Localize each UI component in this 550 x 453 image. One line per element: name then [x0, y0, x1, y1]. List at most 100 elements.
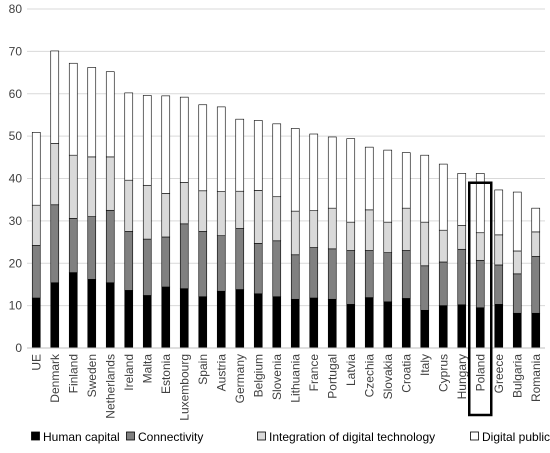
legend: Human capital Connectivity Integration of … — [31, 430, 550, 444]
bar-segment-malta-s1 — [142, 238, 152, 296]
bar-segment-italy-s2 — [420, 221, 430, 267]
bar-segment-hungary-s1 — [457, 248, 467, 306]
bar-segment-finland-s3 — [68, 62, 78, 156]
bar-segment-ireland-s3 — [124, 92, 134, 181]
bar-segment-spain-s1 — [198, 231, 208, 298]
bar-segment-luxembourg-s1 — [179, 223, 189, 289]
bar-segment-greece-s2 — [494, 234, 504, 266]
x-axis-category-labels: UE Denmark Finland Sweden Netherlands Ireland… — [29, 353, 543, 421]
x-category-label: France — [307, 354, 321, 392]
bar-segment-ue-s0 — [31, 297, 41, 349]
bar-segment-slovakia-s0 — [383, 301, 393, 349]
bar-segment-czechia-s1 — [364, 250, 374, 298]
bar-segment-croatia-s2 — [401, 207, 411, 251]
bar-segment-sweden-s2 — [87, 156, 97, 217]
bar-segment-estonia-s0 — [161, 286, 171, 349]
bar-segment-lithuania-s0 — [290, 298, 300, 349]
x-category-label: Netherlands — [103, 354, 117, 419]
x-category-label: Slovenia — [270, 354, 284, 400]
bar-segment-cyprus-s3 — [438, 163, 448, 231]
bar-segment-hungary-s2 — [457, 225, 467, 250]
bar-segment-bulgaria-s0 — [512, 312, 522, 349]
bar-segment-hungary-s3 — [457, 173, 467, 226]
bar-segment-slovenia-s1 — [272, 240, 282, 298]
bar-segment-portugal-s0 — [327, 298, 337, 349]
bar-segment-france-s3 — [309, 133, 319, 212]
legend-swatch — [31, 431, 40, 441]
bar-segment-malta-s3 — [142, 95, 152, 186]
legend-swatch — [126, 431, 135, 441]
bar-segment-slovakia-s1 — [383, 252, 393, 303]
bar-segment-cyprus-s0 — [438, 305, 448, 349]
y-axis-ticks: 0 10 20 30 40 50 60 70 80 — [9, 2, 23, 355]
bar-segment-czechia-s2 — [364, 209, 374, 251]
bar-segment-sweden-s1 — [87, 216, 97, 280]
bar-segment-belgium-s0 — [253, 293, 263, 349]
x-category-label: Luxembourg — [177, 354, 191, 421]
bar-segment-greece-s0 — [494, 304, 504, 349]
bar-segment-romania-s2 — [531, 231, 541, 257]
bar-segment-croatia-s0 — [401, 298, 411, 349]
bar-segment-slovenia-s0 — [272, 296, 282, 349]
bar-segment-croatia-s1 — [401, 250, 411, 299]
x-category-label: Belgium — [251, 354, 265, 397]
bar-segment-czechia-s0 — [364, 297, 374, 349]
bar-segment-greece-s3 — [494, 189, 504, 236]
bar-segment-poland-s0 — [475, 307, 485, 349]
bar-segment-luxembourg-s2 — [179, 182, 189, 225]
bar-segment-spain-s0 — [198, 296, 208, 349]
bar-segment-estonia-s3 — [161, 95, 171, 194]
bar-segment-poland-s3 — [475, 173, 485, 234]
bar-segment-lithuania-s3 — [290, 128, 300, 212]
legend-swatch — [257, 431, 266, 441]
bar-segment-ue-s3 — [31, 132, 41, 206]
x-category-label: Greece — [492, 354, 506, 394]
y-tick-label: 80 — [9, 2, 23, 16]
bar-segment-poland-s2 — [475, 232, 485, 261]
bar-segment-cyprus-s1 — [438, 261, 448, 306]
y-tick-label: 20 — [9, 256, 23, 270]
x-category-label: Finland — [66, 354, 80, 393]
x-category-label: Germany — [233, 354, 247, 403]
bar-segment-italy-s3 — [420, 154, 430, 223]
x-category-label: Austria — [214, 354, 228, 392]
bar-segment-finland-s2 — [68, 154, 78, 219]
bar-segment-hungary-s0 — [457, 304, 467, 349]
bar-segment-belgium-s3 — [253, 120, 263, 191]
bar-segment-denmark-s3 — [50, 50, 60, 144]
bar-segment-netherlands-s0 — [105, 282, 115, 349]
bar-segment-germany-s2 — [235, 190, 245, 229]
bar-segment-slovenia-s2 — [272, 196, 282, 242]
bar-segment-bulgaria-s1 — [512, 273, 522, 314]
y-tick-label: 50 — [9, 129, 23, 143]
bar-segment-bulgaria-s3 — [512, 191, 522, 252]
bar-segment-portugal-s1 — [327, 248, 337, 300]
bar-segment-malta-s0 — [142, 295, 152, 349]
bar-segment-slovakia-s3 — [383, 149, 393, 223]
x-category-label: UE — [29, 354, 43, 371]
bar-segment-netherlands-s2 — [105, 156, 115, 211]
bar-segment-italy-s1 — [420, 265, 430, 311]
bar-segment-greece-s1 — [494, 264, 504, 305]
x-category-label: Portugal — [325, 354, 339, 399]
bar-segment-latvia-s0 — [346, 304, 356, 349]
bar-segment-romania-s3 — [531, 207, 541, 233]
bar-segment-estonia-s1 — [161, 236, 171, 288]
bar-segment-sweden-s0 — [87, 279, 97, 349]
bar-segment-bulgaria-s2 — [512, 250, 522, 275]
x-category-label: Sweden — [85, 354, 99, 397]
bars — [31, 50, 541, 349]
y-tick-label: 40 — [9, 172, 23, 186]
bar-segment-spain-s3 — [198, 104, 208, 192]
x-category-label: Spain — [196, 354, 210, 385]
y-tick-label: 70 — [9, 44, 23, 58]
bar-segment-belgium-s2 — [253, 190, 263, 244]
bar-segment-luxembourg-s3 — [179, 96, 189, 183]
bar-segment-denmark-s2 — [50, 143, 60, 206]
bar-segment-croatia-s3 — [401, 152, 411, 209]
bar-segment-austria-s0 — [216, 290, 226, 349]
bar-segment-germany-s1 — [235, 228, 245, 290]
x-category-label: Latvia — [344, 354, 358, 386]
bar-segment-estonia-s2 — [161, 193, 171, 238]
